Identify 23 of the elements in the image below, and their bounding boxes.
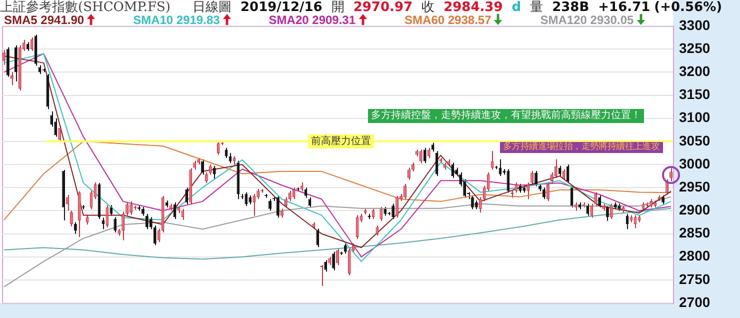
y-tick-label: 2800 bbox=[679, 248, 710, 264]
text: 日線圖 2019/12/16 開 2970.97 收 2984.39 d 量 238B +16.71 (+0.56%) bbox=[192, 0, 722, 15]
annotation: 多方持續進場拉抬，走勢將持續往上進攻 bbox=[500, 142, 663, 153]
text: SMA5 2941.90 bbox=[4, 13, 84, 27]
y-tick-label: 3000 bbox=[679, 155, 710, 172]
text: SMA10 2919.83 bbox=[133, 13, 220, 27]
y-tick-label: 2950 bbox=[679, 178, 710, 194]
y-tick-label: 2850 bbox=[679, 224, 710, 241]
ref-line-label: 前高壓力位置 bbox=[311, 135, 371, 148]
y-tick-label: 3250 bbox=[679, 40, 710, 56]
y-tick-label: 2750 bbox=[679, 270, 710, 287]
chart-title: 上証參考指數(SHCOMP.FS) bbox=[0, 0, 170, 15]
y-tick-label: 2700 bbox=[679, 294, 710, 310]
y-tick-label: 3150 bbox=[679, 86, 710, 102]
y-tick-label: 3200 bbox=[679, 63, 710, 80]
y-tick-label: 3100 bbox=[679, 109, 710, 126]
text: SMA120 2930.05 bbox=[540, 13, 634, 27]
y-tick-label: 3300 bbox=[679, 16, 710, 33]
y-tick-label: 3050 bbox=[679, 132, 710, 148]
annotation: 多方持續控盤，走勢持續進攻，有望挑戰前高頸線壓力位置！ bbox=[368, 108, 644, 123]
text: SMA60 2938.57 bbox=[404, 13, 492, 27]
y-tick-label: 2900 bbox=[679, 202, 710, 218]
text: SMA20 2909.31 bbox=[268, 13, 356, 27]
